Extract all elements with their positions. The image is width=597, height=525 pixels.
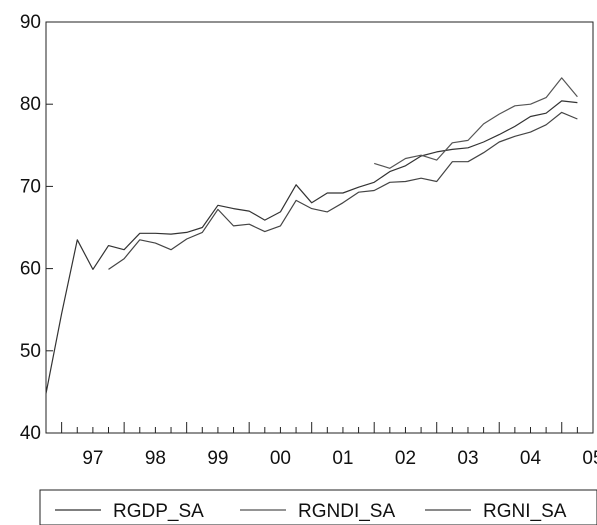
x-tick-label: 00 xyxy=(270,448,291,469)
legend-label: RGNDI_SA xyxy=(298,501,395,522)
y-tick-label: 40 xyxy=(20,423,41,444)
series-line-rgndi-sa xyxy=(374,77,578,169)
series-line-rgdp-sa xyxy=(45,100,578,394)
x-tick-label: 02 xyxy=(395,448,416,469)
y-tick-label: 90 xyxy=(20,12,41,33)
legend-items: RGDP_SA RGNDI_SA RGNI_SA xyxy=(55,501,567,522)
legend: RGDP_SA RGNDI_SA RGNI_SA xyxy=(39,489,597,525)
x-tick-label: 98 xyxy=(145,448,166,469)
plot-frame xyxy=(45,21,594,434)
y-tick-label: 60 xyxy=(20,259,41,280)
x-axis: 97 98 99 00 01 02 03 04 05 xyxy=(45,422,597,469)
x-tick-label: 99 xyxy=(207,448,228,469)
legend-label: RGNI_SA xyxy=(483,501,567,522)
series-line-rgni-sa xyxy=(108,111,578,270)
series-lines xyxy=(45,77,578,394)
x-tick-label: 01 xyxy=(332,448,353,469)
y-tick-label: 70 xyxy=(20,176,41,197)
x-tick-label: 05 xyxy=(582,448,597,469)
legend-box xyxy=(39,489,597,525)
x-tick-label: 03 xyxy=(457,448,478,469)
legend-label: RGDP_SA xyxy=(113,501,204,522)
plot-area: 40 50 60 70 80 90 97 98 99 00 01 02 03 04 05 xyxy=(20,12,597,469)
x-tick-label: 04 xyxy=(520,448,542,469)
y-tick-label: 80 xyxy=(20,94,41,115)
y-axis: 40 50 60 70 80 90 xyxy=(20,12,53,444)
x-tick-label: 97 xyxy=(82,448,103,469)
y-tick-label: 50 xyxy=(20,341,41,362)
